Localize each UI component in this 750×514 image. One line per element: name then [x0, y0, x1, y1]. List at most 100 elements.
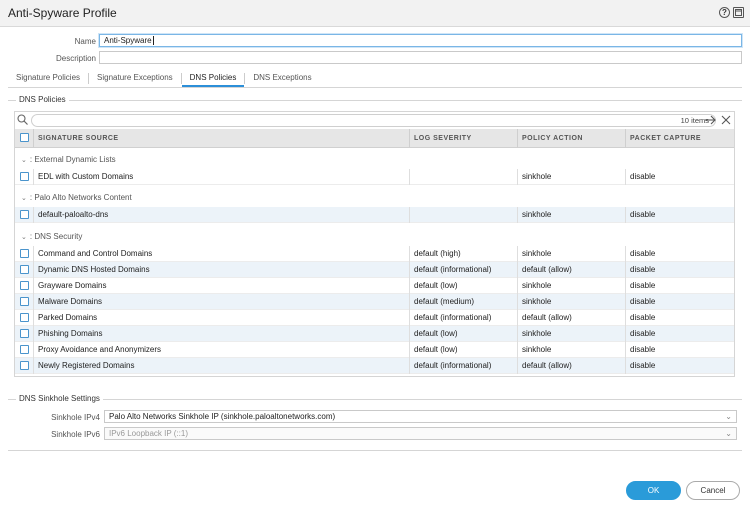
group-header-dns-security[interactable]: ⌄: DNS Security	[15, 229, 734, 245]
cell-signature-source: EDL with Custom Domains	[33, 169, 409, 185]
col-policy-action[interactable]: POLICY ACTION	[517, 129, 625, 148]
arrow-right-icon[interactable]	[705, 115, 716, 127]
cell-packet-capture: disable	[625, 207, 734, 223]
row-checkbox[interactable]	[20, 172, 29, 181]
cell-log-severity: default (medium)	[409, 294, 517, 310]
cell-signature-source: Grayware Domains	[33, 278, 409, 294]
maximize-icon[interactable]	[733, 7, 744, 18]
name-input[interactable]: Anti-Spyware	[99, 34, 742, 47]
ok-button[interactable]: OK	[626, 481, 681, 500]
title-bar-icons: ?	[719, 7, 744, 18]
cell-packet-capture: disable	[625, 278, 734, 294]
search-icon[interactable]	[17, 114, 28, 127]
cell-packet-capture: disable	[625, 262, 734, 278]
tab-dns-policies[interactable]: DNS Policies	[181, 70, 245, 87]
description-input[interactable]	[99, 51, 742, 64]
footer-divider	[8, 450, 742, 451]
item-count: 10 items	[680, 116, 709, 125]
table-row[interactable]: Dynamic DNS Hosted Domains default (info…	[15, 262, 734, 278]
cell-packet-capture: disable	[625, 169, 734, 185]
table-row[interactable]: Grayware Domains default (low) sinkhole …	[15, 278, 734, 294]
cell-packet-capture: disable	[625, 358, 734, 374]
cell-log-severity	[409, 207, 517, 223]
row-checkbox[interactable]	[20, 281, 29, 290]
group-label: : External Dynamic Lists	[29, 155, 116, 164]
row-checkbox[interactable]	[20, 249, 29, 258]
col-packet-capture[interactable]: PACKET CAPTURE	[625, 129, 734, 148]
cell-log-severity: default (low)	[409, 326, 517, 342]
cell-policy-action: sinkhole	[517, 207, 625, 223]
cell-log-severity	[409, 169, 517, 185]
sinkhole-ipv6-label: Sinkhole IPv6	[51, 430, 100, 439]
row-checkbox[interactable]	[20, 345, 29, 354]
tab-separator	[88, 73, 90, 84]
title-bar: Anti-Spyware Profile ?	[0, 0, 750, 27]
group-label: : Palo Alto Networks Content	[29, 193, 132, 202]
row-checkbox[interactable]	[20, 361, 29, 370]
table-row[interactable]: default-paloalto-dns sinkhole disable	[15, 207, 734, 223]
col-signature-source[interactable]: SIGNATURE SOURCE	[33, 129, 409, 148]
cell-signature-source: Malware Domains	[33, 294, 409, 310]
col-log-severity[interactable]: LOG SEVERITY	[409, 129, 517, 148]
cell-policy-action: sinkhole	[517, 169, 625, 185]
tab-separator	[180, 73, 182, 84]
grid-toolbar: 10 items	[15, 112, 734, 129]
select-all-checkbox[interactable]	[20, 133, 29, 142]
cell-policy-action: default (allow)	[517, 310, 625, 326]
table-row[interactable]: Command and Control Domains default (hig…	[15, 246, 734, 262]
table-row[interactable]: Phishing Domains default (low) sinkhole …	[15, 326, 734, 342]
row-checkbox[interactable]	[20, 265, 29, 274]
help-icon[interactable]: ?	[719, 7, 730, 18]
cell-signature-source: Phishing Domains	[33, 326, 409, 342]
cell-log-severity: default (low)	[409, 278, 517, 294]
cell-policy-action: sinkhole	[517, 246, 625, 262]
filter-input[interactable]: 10 items	[31, 114, 716, 127]
group-label: : DNS Security	[29, 232, 83, 241]
sinkhole-ipv4-value: Palo Alto Networks Sinkhole IP (sinkhole…	[109, 412, 336, 421]
cell-packet-capture: disable	[625, 326, 734, 342]
cell-policy-action: sinkhole	[517, 342, 625, 358]
chevron-down-icon: ⌄	[725, 429, 732, 438]
cell-signature-source: Proxy Avoidance and Anonymizers	[33, 342, 409, 358]
cell-log-severity: default (informational)	[409, 310, 517, 326]
cell-policy-action: default (allow)	[517, 262, 625, 278]
text-cursor	[152, 36, 154, 46]
chevron-down-icon: ⌄	[725, 412, 732, 421]
clear-icon[interactable]	[721, 115, 731, 127]
sinkhole-ipv6-select[interactable]: IPv6 Loopback IP (::1) ⌄	[104, 427, 737, 440]
row-checkbox[interactable]	[20, 210, 29, 219]
cell-packet-capture: disable	[625, 310, 734, 326]
profile-tabs: Signature Policies Signature Exceptions …	[8, 70, 742, 88]
table-row[interactable]: Malware Domains default (medium) sinkhol…	[15, 294, 734, 310]
grid-header: SIGNATURE SOURCE LOG SEVERITY POLICY ACT…	[15, 129, 734, 148]
cell-signature-source: default-paloalto-dns	[33, 207, 409, 223]
sinkhole-ipv4-select[interactable]: Palo Alto Networks Sinkhole IP (sinkhole…	[104, 410, 737, 423]
tab-signature-policies[interactable]: Signature Policies	[16, 73, 81, 82]
sinkhole-ipv4-label: Sinkhole IPv4	[51, 413, 100, 422]
chevron-down-icon: ⌄	[21, 195, 27, 202]
row-checkbox[interactable]	[20, 297, 29, 306]
cancel-button[interactable]: Cancel	[686, 481, 740, 500]
group-header-external-dynamic-lists[interactable]: ⌄: External Dynamic Lists	[15, 152, 734, 168]
description-label: Description	[55, 54, 96, 63]
table-row[interactable]: Parked Domains default (informational) d…	[15, 310, 734, 326]
group-header-palo-alto-networks-content[interactable]: ⌄: Palo Alto Networks Content	[15, 190, 734, 206]
cell-log-severity: default (high)	[409, 246, 517, 262]
cell-log-severity: default (low)	[409, 342, 517, 358]
row-checkbox[interactable]	[20, 313, 29, 322]
sinkhole-ipv6-value: IPv6 Loopback IP (::1)	[109, 429, 189, 438]
dns-policies-section: DNS Policies	[8, 95, 742, 392]
dns-policies-title: DNS Policies	[16, 95, 69, 104]
dns-sinkhole-title: DNS Sinkhole Settings	[16, 394, 103, 403]
chevron-down-icon: ⌄	[21, 234, 27, 241]
table-row[interactable]: EDL with Custom Domains sinkhole disable	[15, 169, 734, 185]
chevron-down-icon: ⌄	[21, 157, 27, 164]
cell-policy-action: sinkhole	[517, 294, 625, 310]
dns-policies-grid: 10 items SIGNATURE SOURCE LOG SEVERITY P…	[14, 111, 735, 377]
row-checkbox[interactable]	[20, 329, 29, 338]
tab-signature-exceptions[interactable]: Signature Exceptions	[97, 73, 173, 82]
table-row[interactable]: Proxy Avoidance and Anonymizers default …	[15, 342, 734, 358]
name-value: Anti-Spyware	[104, 36, 152, 45]
tab-dns-exceptions[interactable]: DNS Exceptions	[253, 73, 312, 82]
table-row[interactable]: Newly Registered Domains default (inform…	[15, 358, 734, 374]
